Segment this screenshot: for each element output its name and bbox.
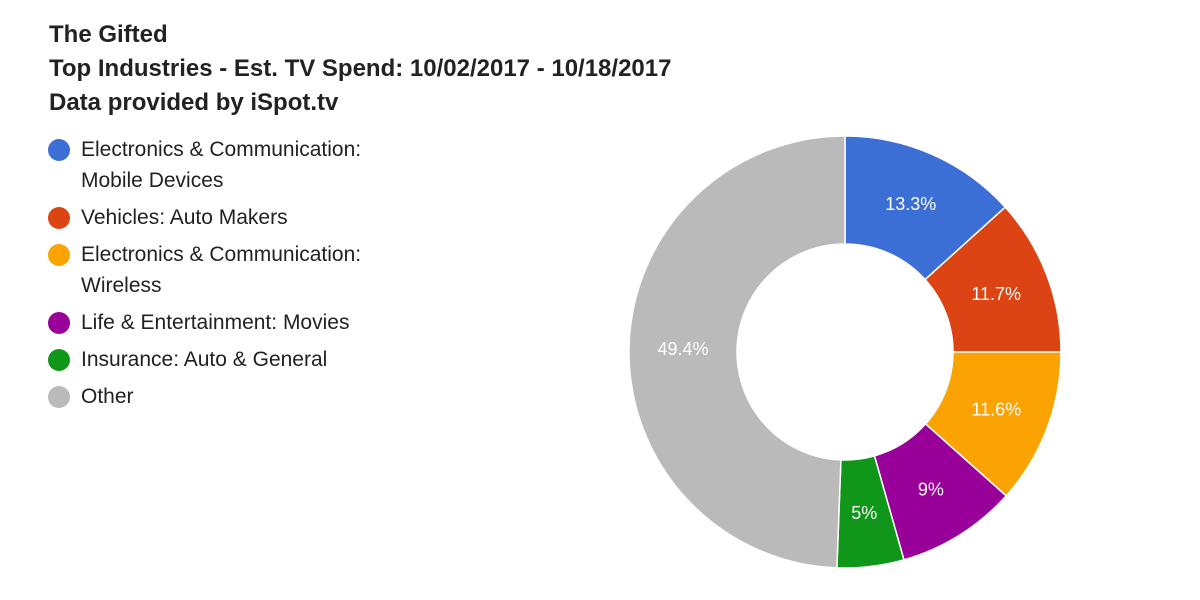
chart-legend: Electronics & Communication: Mobile Devi…	[48, 134, 468, 418]
slice-data-label: 5%	[851, 503, 877, 523]
legend-label: Electronics & Communication: Wireless	[81, 243, 362, 297]
slice-data-label: 9%	[918, 479, 944, 499]
legend-label: Insurance: Auto & General	[81, 348, 328, 371]
legend-item-auto-makers: Vehicles: Auto Makers	[48, 202, 468, 233]
chart-source-caption: Data provided by iSpot.tv	[49, 89, 339, 116]
legend-swatch	[48, 349, 70, 371]
legend-item-wireless: Electronics & Communication: Wireless	[48, 239, 468, 301]
donut-slice	[628, 135, 846, 569]
chart-subtitle: Top Industries - Est. TV Spend: 10/02/20…	[49, 55, 672, 82]
legend-swatch	[48, 207, 70, 229]
slice-data-label: 13.3%	[885, 194, 936, 214]
legend-swatch	[48, 386, 70, 408]
legend-item-insurance: Insurance: Auto & General	[48, 344, 468, 375]
legend-label: Life & Entertainment: Movies	[81, 311, 350, 334]
slice-data-label: 49.4%	[658, 339, 709, 359]
legend-label: Electronics & Communication: Mobile Devi…	[81, 138, 362, 192]
chart-title: The Gifted	[49, 21, 168, 48]
slice-data-label: 11.7%	[971, 284, 1021, 304]
legend-label: Other	[81, 385, 134, 408]
chart-title-block: The Gifted Top Industries - Est. TV Spen…	[49, 18, 809, 120]
legend-swatch	[48, 244, 70, 266]
legend-item-other: Other	[48, 381, 468, 412]
legend-label: Vehicles: Auto Makers	[81, 206, 288, 229]
slice-data-label: 11.6%	[972, 400, 1022, 420]
legend-item-mobile-devices: Electronics & Communication: Mobile Devi…	[48, 134, 468, 196]
legend-swatch	[48, 139, 70, 161]
legend-swatch	[48, 312, 70, 334]
legend-item-movies: Life & Entertainment: Movies	[48, 307, 468, 338]
